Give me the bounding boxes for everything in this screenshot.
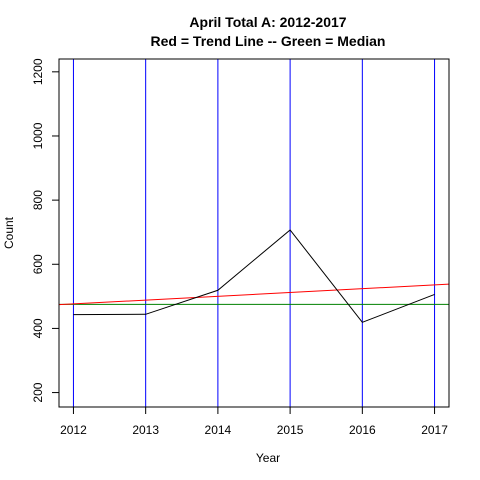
y-tick-label-600: 600 xyxy=(31,254,45,274)
axes: 200 400 600 800 1000 1200 2012 2013 2014 2015 2016… xyxy=(31,58,450,437)
trend-line xyxy=(58,283,450,306)
chart-title: April Total A: 2012-2017 xyxy=(189,14,346,30)
y-tick-label-1200: 1200 xyxy=(31,58,45,85)
y-tick-label-800: 800 xyxy=(31,190,45,210)
y-axis-label: Count xyxy=(2,216,16,249)
x-tick-label-2015: 2015 xyxy=(277,423,304,437)
x-tick-label-2012: 2012 xyxy=(60,423,87,437)
x-axis-label: Year xyxy=(256,451,280,465)
y-tick-label-1000: 1000 xyxy=(31,122,45,149)
x-tick-label-2014: 2014 xyxy=(205,423,232,437)
y-tick-label-400: 400 xyxy=(31,318,45,338)
series-line-0 xyxy=(73,229,435,323)
reference-lines xyxy=(58,283,450,306)
x-tick-label-2017: 2017 xyxy=(421,423,448,437)
y-tick-label-200: 200 xyxy=(31,382,45,402)
x-tick-label-2016: 2016 xyxy=(349,423,376,437)
data-series xyxy=(73,229,435,323)
year-marker-lines xyxy=(72,59,436,407)
x-tick-label-2013: 2013 xyxy=(132,423,159,437)
plot-frame xyxy=(58,58,450,408)
chart-subtitle: Red = Trend Line -- Green = Median xyxy=(151,33,386,49)
